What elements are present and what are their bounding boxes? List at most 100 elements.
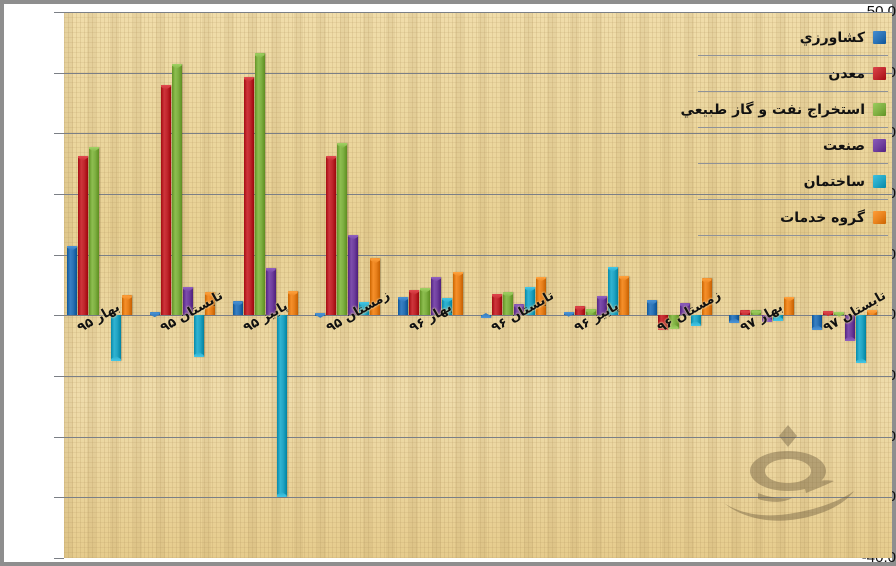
bar-3-group-2 bbox=[171, 63, 182, 316]
bar-2-group-6 bbox=[491, 294, 502, 316]
gridline bbox=[64, 133, 892, 135]
y-axis-tick bbox=[54, 558, 64, 559]
y-axis-tick bbox=[54, 12, 64, 13]
legend-item-label: گروه خدمات bbox=[780, 209, 865, 226]
bar-cap bbox=[66, 245, 77, 251]
bar-3-group-8 bbox=[668, 315, 679, 330]
bar-cap bbox=[232, 301, 243, 307]
bar-cap bbox=[679, 303, 690, 309]
bar-cap bbox=[751, 310, 762, 316]
bar-cap bbox=[442, 297, 453, 303]
bar-cap bbox=[607, 266, 618, 272]
bar-5-group-3 bbox=[276, 315, 287, 498]
bar-5-group-1 bbox=[110, 315, 121, 361]
plot-area bbox=[64, 12, 892, 558]
bar-3-group-3 bbox=[254, 53, 265, 316]
chart-legend: كشاورزي معدن استخراج نفت و گاز طبيعي صنعت سا… bbox=[681, 20, 888, 236]
bar-cap bbox=[160, 84, 171, 90]
bar-3-group-1 bbox=[88, 146, 99, 316]
bar-cap bbox=[618, 275, 629, 281]
bar-1-group-2 bbox=[149, 312, 160, 318]
bar-cap bbox=[171, 63, 182, 69]
bar-2-group-7 bbox=[574, 306, 585, 316]
bar-cap bbox=[524, 286, 535, 292]
bar-cap bbox=[701, 278, 712, 284]
y-axis-tick bbox=[54, 436, 64, 438]
legend-swatch-orange bbox=[873, 211, 886, 224]
bar-4-group-6 bbox=[513, 304, 524, 316]
bar-cap bbox=[481, 313, 491, 318]
y-axis-tick bbox=[54, 254, 64, 256]
legend-swatch-cyan bbox=[873, 175, 886, 188]
bar-cap bbox=[691, 321, 701, 326]
bar-cap bbox=[204, 292, 215, 298]
bar-cap bbox=[88, 146, 99, 152]
bar-5-group-10 bbox=[856, 315, 867, 363]
gridline bbox=[64, 254, 892, 256]
legend-item-6[interactable]: گروه خدمات bbox=[698, 200, 888, 236]
bar-5-group-2 bbox=[193, 315, 204, 357]
bar-5-group-7 bbox=[607, 266, 618, 316]
bar-cap bbox=[121, 295, 132, 301]
legend-item-2[interactable]: معدن bbox=[698, 56, 888, 92]
bar-6-group-5 bbox=[453, 271, 464, 316]
bar-5-group-4 bbox=[359, 301, 370, 316]
legend-swatch-red bbox=[873, 67, 886, 80]
bar-2-group-10 bbox=[823, 311, 834, 317]
gridline bbox=[64, 497, 892, 499]
bar-cap bbox=[194, 352, 204, 357]
bar-cap bbox=[596, 295, 607, 301]
bar-6-group-10 bbox=[867, 309, 878, 316]
legend-item-5[interactable]: ساختمان bbox=[698, 164, 888, 200]
bar-cap bbox=[563, 311, 574, 317]
bar-cap bbox=[315, 312, 326, 318]
bar-cap bbox=[409, 289, 420, 295]
bar-6-group-1 bbox=[121, 295, 132, 316]
bar-1-group-5 bbox=[398, 297, 409, 316]
bar-cap bbox=[398, 297, 409, 303]
bar-cap bbox=[856, 358, 866, 363]
bar-3-group-6 bbox=[502, 292, 513, 316]
y-axis-tick bbox=[54, 376, 64, 377]
bar-5-group-9 bbox=[773, 315, 784, 322]
legend-item-label: كشاورزي bbox=[799, 29, 865, 46]
legend-item-label: صنعت bbox=[823, 137, 865, 154]
bar-6-group-6 bbox=[535, 276, 546, 316]
bar-cap bbox=[867, 309, 878, 315]
bar-cap bbox=[502, 292, 513, 298]
bar-2-group-9 bbox=[740, 310, 751, 316]
legend-swatch-blue bbox=[873, 31, 886, 44]
bar-cap bbox=[77, 155, 88, 161]
bar-cap bbox=[585, 309, 596, 315]
bar-4-group-10 bbox=[845, 315, 856, 342]
bar-1-group-4 bbox=[315, 312, 326, 318]
bar-cap bbox=[182, 286, 193, 292]
bar-2-group-4 bbox=[326, 155, 337, 316]
bar-cap bbox=[277, 492, 287, 497]
legend-swatch-purple bbox=[873, 139, 886, 152]
bar-4-group-8 bbox=[679, 303, 690, 316]
bar-cap bbox=[243, 76, 254, 82]
y-axis-tick bbox=[54, 497, 64, 499]
y-axis-tick bbox=[54, 194, 64, 195]
bar-6-group-7 bbox=[618, 275, 629, 316]
legend-item-1[interactable]: كشاورزي bbox=[698, 20, 888, 56]
bar-5-group-8 bbox=[690, 315, 701, 327]
gridline bbox=[64, 12, 892, 13]
gridline bbox=[64, 194, 892, 195]
bar-3-group-7 bbox=[585, 309, 596, 316]
gridline bbox=[64, 376, 892, 377]
bar-5-group-6 bbox=[524, 286, 535, 316]
bar-1-group-10 bbox=[812, 315, 823, 331]
bar-cap bbox=[453, 271, 464, 277]
legend-item-label: استخراج نفت و گاز طبيعي bbox=[680, 101, 865, 118]
legend-item-4[interactable]: صنعت bbox=[698, 128, 888, 164]
bar-cap bbox=[784, 296, 795, 302]
bar-4-group-9 bbox=[762, 315, 773, 322]
bar-4-group-4 bbox=[348, 234, 359, 316]
bar-cap bbox=[491, 294, 502, 300]
y-axis-tick bbox=[54, 315, 64, 317]
bar-1-group-7 bbox=[563, 311, 574, 317]
y-axis-tick bbox=[54, 133, 64, 135]
legend-item-3[interactable]: استخراج نفت و گاز طبيعي bbox=[681, 92, 888, 128]
